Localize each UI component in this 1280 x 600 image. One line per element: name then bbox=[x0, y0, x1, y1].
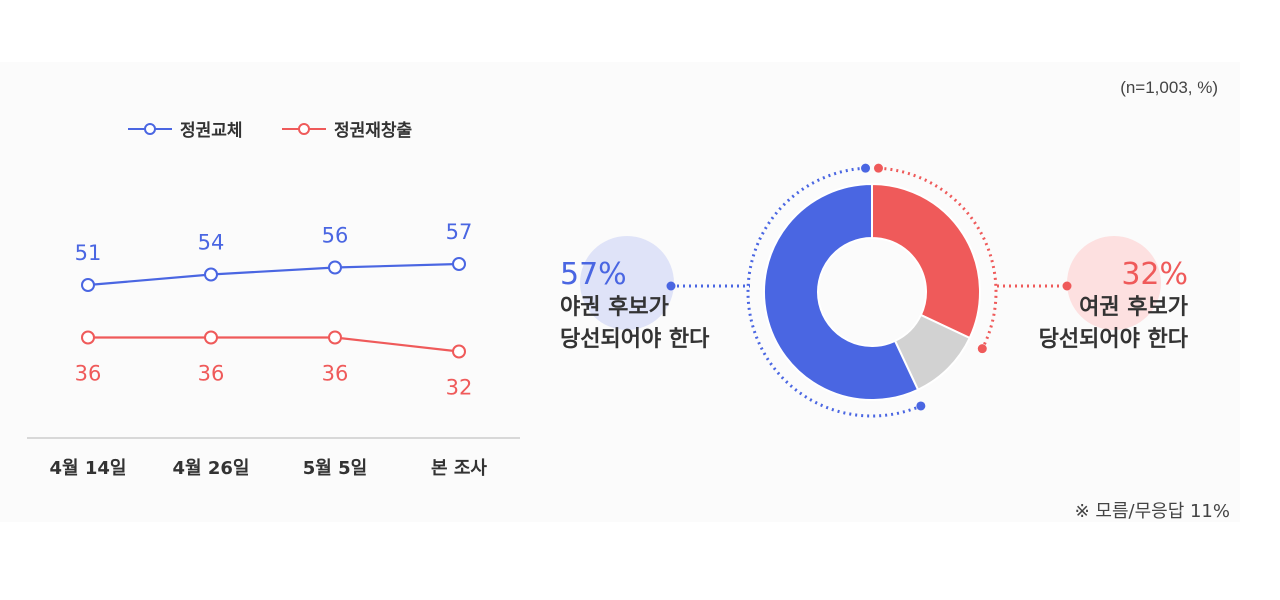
ruling-arc bbox=[878, 166, 998, 350]
data-label: 36 bbox=[75, 362, 102, 386]
legend-marker bbox=[298, 123, 310, 135]
arc-dot bbox=[916, 401, 926, 411]
ruling-label-line1: 여권 후보가 bbox=[1079, 295, 1188, 320]
data-label: 54 bbox=[198, 231, 225, 255]
series-line bbox=[88, 336, 460, 353]
ruling-percent: 32% bbox=[1121, 257, 1188, 292]
opposition-label-line2: 당선되어야 한다 bbox=[560, 327, 710, 352]
opposition-arc bbox=[746, 166, 922, 418]
data-point bbox=[328, 330, 342, 345]
data-point bbox=[328, 260, 342, 275]
legend-label: 정권교체 bbox=[180, 121, 243, 141]
arc-dot bbox=[977, 344, 987, 354]
data-label: 56 bbox=[322, 224, 349, 248]
ruling-label-line2: 당선되어야 한다 bbox=[1038, 327, 1188, 352]
sample-note: (n=1,003, %) bbox=[1120, 78, 1218, 97]
data-point bbox=[81, 278, 95, 292]
data-point bbox=[81, 330, 95, 345]
leader-dot bbox=[1062, 281, 1072, 291]
legend-marker bbox=[144, 123, 156, 135]
data-point bbox=[452, 344, 466, 359]
data-label: 32 bbox=[446, 376, 473, 400]
x-tick-label: 5월 5일 bbox=[303, 458, 367, 479]
ruling-bubble bbox=[1067, 236, 1161, 330]
donut-slice bbox=[763, 182, 920, 401]
opposition-bubble bbox=[580, 236, 674, 330]
x-tick-label: 본 조사 bbox=[431, 458, 487, 479]
data-point bbox=[452, 257, 466, 271]
x-tick-label: 4월 26일 bbox=[173, 458, 250, 479]
x-tick-label: 4월 14일 bbox=[50, 458, 127, 479]
arc-dot bbox=[861, 163, 871, 173]
data-label: 51 bbox=[75, 241, 102, 265]
ruling-label: 32% 여권 후보가 당선되어야 한다 bbox=[1039, 258, 1188, 356]
leader-dot bbox=[666, 281, 676, 291]
donut-slice bbox=[871, 182, 981, 340]
opposition-label-line1: 야권 후보가 bbox=[560, 295, 669, 320]
legend-label: 정권재창출 bbox=[334, 121, 413, 141]
opposition-percent: 57% bbox=[560, 257, 627, 292]
footnote: ※ 모름/무응답 11% bbox=[1074, 501, 1230, 522]
data-label: 36 bbox=[322, 362, 349, 386]
data-point bbox=[204, 267, 218, 282]
arc-dot bbox=[873, 163, 883, 173]
data-label: 36 bbox=[198, 362, 225, 386]
line-chart: 정권교체 정권재창출 4월 14일 4월 26일 5월 5일 본 조사 51 54 56 57 36… bbox=[27, 121, 520, 479]
opposition-label: 57% 야권 후보가 당선되어야 한다 bbox=[560, 258, 709, 356]
data-point bbox=[204, 330, 218, 345]
series-line bbox=[87, 262, 460, 287]
data-label: 57 bbox=[446, 220, 473, 244]
